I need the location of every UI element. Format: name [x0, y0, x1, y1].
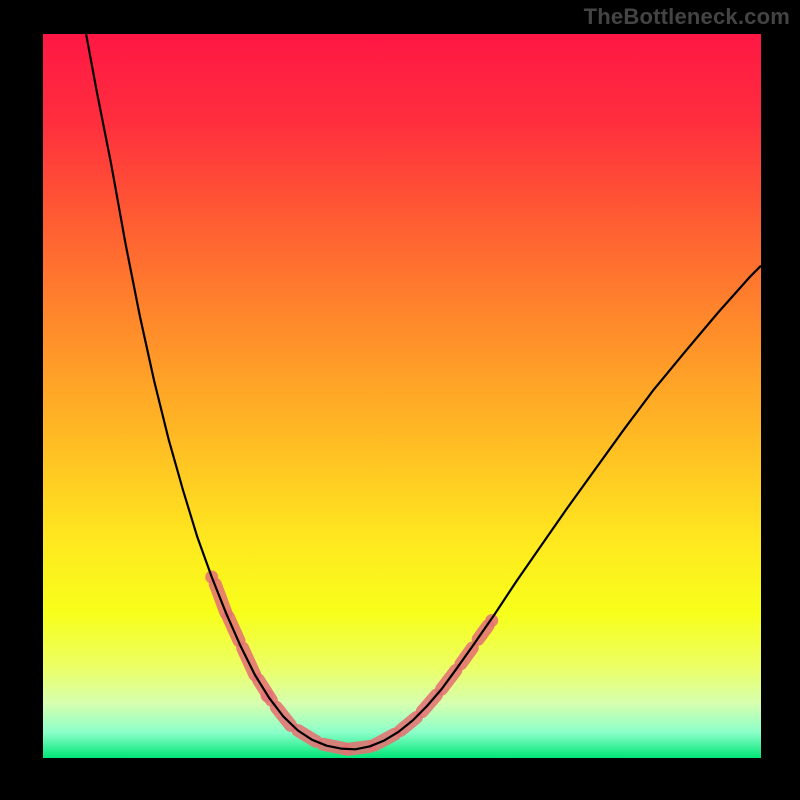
watermark-text: TheBottleneck.com: [584, 4, 790, 30]
gradient-plot-background: [43, 34, 761, 758]
chart-container: TheBottleneck.com: [0, 0, 800, 800]
bottleneck-curve-chart: [0, 0, 800, 800]
